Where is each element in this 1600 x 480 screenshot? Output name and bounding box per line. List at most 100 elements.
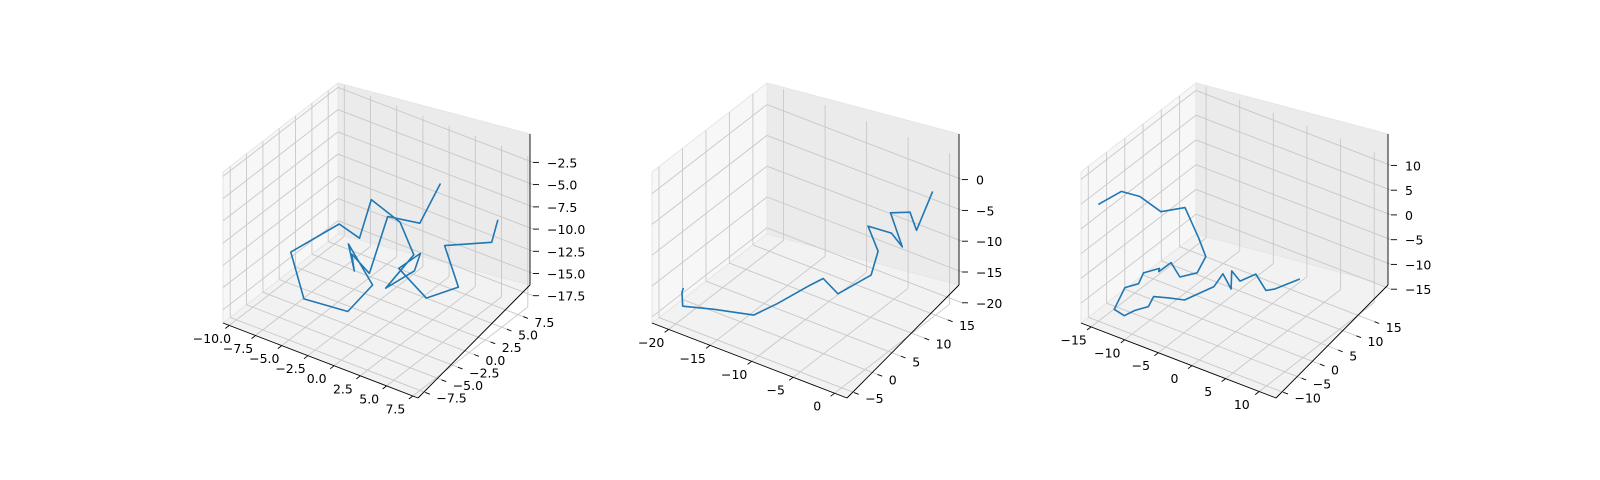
grid-line-x-floor (281, 256, 397, 346)
grid-line-z-back (766, 104, 963, 181)
grid-line-y-floor (752, 244, 949, 321)
grid-line-z-back (1195, 188, 1392, 265)
y-tick-mark (425, 391, 431, 395)
y-tick-label: −5.0 (453, 378, 483, 393)
z-tick-label: −15 (1405, 282, 1431, 297)
y-tick-label: 15 (959, 318, 975, 333)
grid-line-z-left (1080, 114, 1197, 205)
y-tick-mark (1356, 335, 1362, 339)
grid-line-z-back (337, 109, 534, 186)
grid-line-z-left (222, 175, 339, 266)
x-tick-label: 5.0 (359, 391, 379, 406)
y-tick-label: 0 (1331, 362, 1339, 377)
y-tick-label: 7.5 (534, 315, 554, 330)
grid-line-y-floor (1179, 246, 1375, 323)
y-tick-label: −2.5 (469, 366, 499, 381)
grid-line-x-floor (751, 271, 867, 362)
y-tick-mark (441, 379, 447, 383)
x-tick-label: −5 (766, 383, 784, 398)
x-tick-label: 10 (1234, 397, 1250, 412)
grid-line-y-floor (682, 298, 878, 375)
x-tick-label: −10 (721, 367, 747, 382)
grid-line-z-back (1195, 89, 1392, 166)
x-tick-label: −5.0 (249, 351, 279, 366)
grid-line-z-back (1195, 114, 1392, 191)
x-tick-mark (1154, 352, 1159, 357)
grid-line-z-back (337, 175, 534, 252)
grid-line-x-floor (792, 287, 909, 378)
x-tick-label: −7.5 (223, 341, 253, 356)
grid-line-x-floor (668, 240, 784, 330)
y-tick-mark (947, 319, 953, 323)
grid-line-x-floor (333, 276, 450, 367)
x-tick-label: 0 (1171, 371, 1179, 386)
grid-line-y-floor (729, 262, 925, 339)
y-tick-label: 5 (1349, 348, 1357, 363)
grid-line-y-floor (658, 317, 855, 394)
y-tick-label: 15 (1386, 320, 1402, 335)
x-tick-mark (664, 329, 669, 333)
y-tick-label: −5 (865, 391, 883, 406)
grid-line-z-back (1195, 213, 1392, 290)
grid-line-z-left (222, 87, 339, 177)
grid-line-y-floor (328, 241, 524, 318)
y-tick-mark (853, 392, 859, 395)
grid-line-y-floor (279, 279, 475, 355)
grid-line-x-floor (1225, 289, 1341, 379)
series-line-1 (1098, 190, 1300, 317)
y-axis-line (846, 284, 960, 399)
y-tick-label: 5 (912, 355, 920, 370)
subplot-1: −10.0−7.5−5.0−2.50.02.55.07.5−7.5−5.0−2.… (193, 81, 585, 416)
grid-line-z-left (1080, 189, 1197, 279)
grid-line-z-back (337, 220, 534, 297)
x-tick-mark (356, 375, 361, 380)
grid-line-z-back (1195, 164, 1392, 241)
grid-line-x-floor (1090, 237, 1207, 328)
x-tick-label: −20 (638, 335, 664, 350)
y-tick-label: −10 (1295, 391, 1321, 406)
z-tick-label: −10 (976, 234, 1002, 249)
grid-line-z-left (651, 135, 768, 225)
grid-line-z-back (766, 165, 963, 242)
grid-line-z-back (1195, 139, 1392, 216)
x-tick-mark (303, 355, 309, 360)
x-tick-mark (382, 385, 387, 390)
grid-line-z-left (222, 153, 339, 244)
y-tick-mark (1319, 363, 1325, 367)
y-tick-mark (523, 316, 529, 319)
grid-line-x-floor (255, 246, 371, 336)
z-tick-label: −20 (976, 296, 1002, 311)
grid-line-z-left (222, 198, 339, 288)
x-tick-label: −2.5 (275, 361, 305, 376)
z-tick-label: −5 (976, 203, 994, 218)
z-tick-label: −7.5 (547, 200, 577, 215)
x-tick-label: 0.0 (307, 371, 327, 386)
z-tick-label: 10 (1405, 158, 1421, 173)
grid-line-z-left (1080, 139, 1197, 230)
x-tick-label: 5 (1204, 384, 1212, 399)
z-tick-label: 0 (976, 173, 984, 188)
x-tick-mark (788, 376, 794, 381)
grid-line-x-floor (1258, 302, 1375, 392)
grid-line-z-left (651, 165, 768, 256)
x-tick-mark (705, 344, 711, 349)
x-tick-label: −15 (680, 351, 706, 366)
z-tick-label: −10.0 (547, 222, 585, 237)
grid-line-z-left (651, 227, 768, 318)
grid-line-x-floor (1158, 263, 1274, 354)
y-tick-mark (1337, 349, 1343, 353)
grid-line-z-left (222, 131, 339, 222)
z-tick-label: −17.5 (547, 289, 585, 304)
y-tick-label: 0 (889, 373, 897, 388)
y-tick-mark (1283, 391, 1289, 395)
x-axis-line (651, 322, 848, 399)
grid-line-z-left (1080, 90, 1197, 180)
grid-line-z-left (222, 109, 339, 199)
z-tick-label: −10 (1405, 257, 1431, 272)
x-tick-label: 0 (813, 399, 821, 414)
grid-line-x-floor (229, 236, 345, 326)
y-tick-mark (924, 337, 930, 341)
grid-line-y-floor (1124, 288, 1320, 365)
x-tick-label: 7.5 (385, 401, 405, 416)
